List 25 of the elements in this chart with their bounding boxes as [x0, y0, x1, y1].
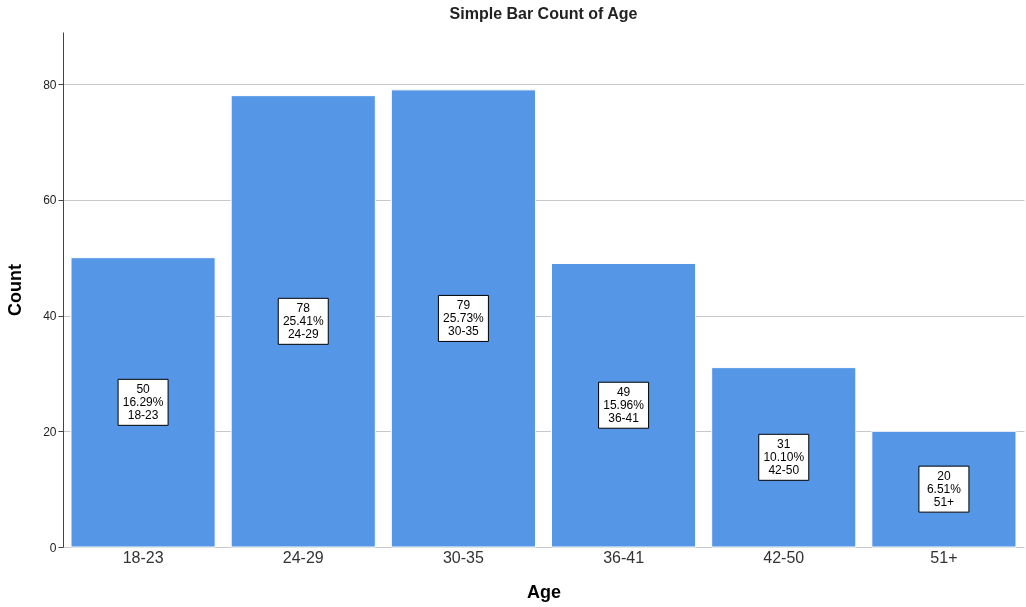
y-tick-label: 60 — [43, 193, 57, 208]
x-tick-label: 18-23 — [122, 548, 164, 566]
data-label: 79 25.73% 30-35 — [443, 298, 485, 339]
x-tick-label: 51+ — [930, 548, 958, 566]
bar — [390, 89, 536, 548]
chart-title: Simple Bar Count of Age — [449, 5, 638, 22]
bar — [70, 257, 216, 548]
y-tick-label: 20 — [43, 424, 57, 439]
data-label: 50 16.29% 18-23 — [122, 382, 164, 423]
x-tick-label: 24-29 — [282, 548, 324, 566]
data-label: 49 15.96% 36-41 — [603, 385, 645, 426]
y-tick-label: 80 — [43, 77, 57, 92]
data-label: 20 6.51% 51+ — [926, 469, 962, 510]
x-tick-label: 42-50 — [763, 548, 805, 566]
y-tick-label: 0 — [49, 540, 57, 555]
bar — [711, 367, 857, 548]
bar — [230, 95, 376, 548]
x-tick-label: 30-35 — [442, 548, 484, 566]
data-label: 78 25.41% 24-29 — [282, 301, 324, 342]
y-tick-label: 40 — [43, 309, 57, 324]
x-tick-label: 36-41 — [603, 548, 645, 566]
data-label: 31 10.10% 42-50 — [763, 437, 805, 478]
y-axis-title: Count — [5, 264, 26, 316]
bar — [551, 262, 697, 548]
x-axis-title: Age — [526, 581, 562, 602]
